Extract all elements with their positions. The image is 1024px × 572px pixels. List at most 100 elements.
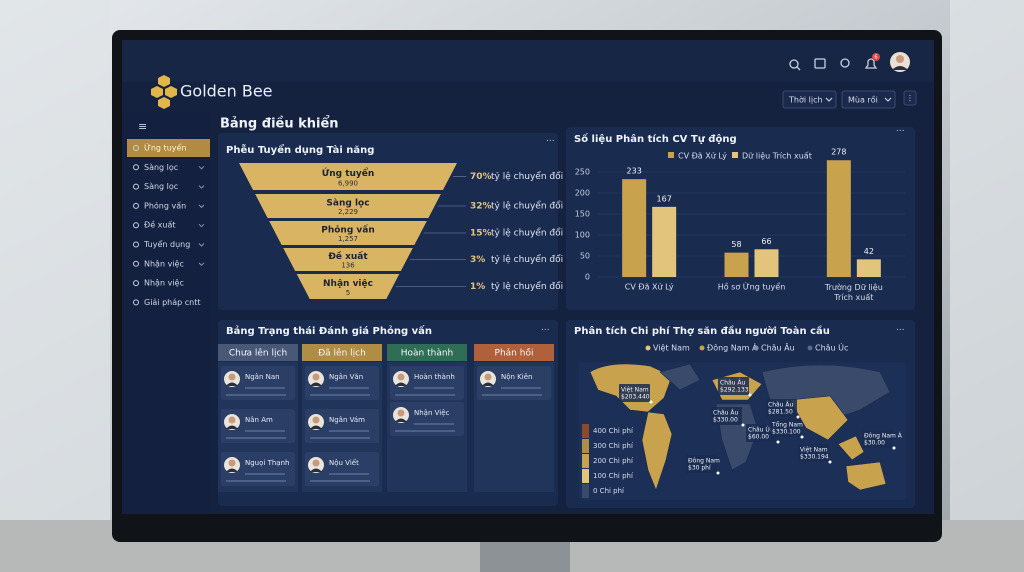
sidebar-icon	[133, 222, 139, 229]
legend-label: Đông Nam Á	[707, 342, 758, 353]
region-marker	[741, 423, 745, 427]
candidate-card[interactable]	[305, 366, 379, 400]
filter-button[interactable]	[782, 90, 837, 109]
funnel-value-label: 2,229	[338, 208, 358, 216]
sidebar-icon	[133, 183, 139, 190]
region-amount: $30 phí	[688, 465, 711, 472]
card-line	[501, 387, 541, 389]
scale-label: 0 Chi phí	[593, 487, 625, 495]
candidate-body	[226, 468, 238, 472]
sidebar-item: Nhận việc	[144, 258, 184, 269]
sidebar-caret	[198, 243, 205, 247]
sidebar-caret	[198, 262, 205, 267]
top-icons	[789, 58, 878, 71]
data-label: 42	[864, 247, 874, 256]
legend-dot	[699, 345, 705, 351]
conversion-rate: 15%	[470, 229, 492, 239]
sidebar-icon	[133, 260, 139, 267]
candidate-card[interactable]	[221, 366, 295, 400]
filter-button[interactable]	[841, 90, 896, 109]
conversion-rate: 1%	[470, 282, 485, 292]
more-button[interactable]	[903, 90, 917, 106]
region-amount: $30.00	[864, 440, 885, 447]
card-line	[329, 430, 369, 432]
dropdown-caret	[825, 97, 833, 102]
region-amount: $203.440	[621, 394, 650, 401]
region-tag	[770, 419, 801, 437]
column-title: Đã lên lịch	[318, 348, 366, 359]
x-tick-label: Hồ sơ Ứng tuyển	[718, 281, 786, 292]
candidate-name: Nộu Viết	[329, 459, 359, 467]
region-name: Tổng Nam	[771, 422, 803, 429]
card-line	[245, 430, 285, 432]
scale-label: 100 Chi phí	[593, 472, 634, 480]
funnel-stage	[239, 163, 457, 190]
candidate-card[interactable]	[221, 452, 295, 486]
candidate-body	[226, 425, 238, 429]
candidate-card[interactable]	[390, 366, 464, 400]
candidate-body	[310, 382, 322, 386]
data-label: 233	[627, 167, 642, 176]
y-tick-label: 200	[575, 189, 590, 198]
sidebar-caret	[198, 185, 205, 189]
data-label: 58	[731, 240, 741, 249]
panel-menu[interactable]: ···	[896, 326, 905, 336]
candidate-body	[395, 418, 407, 422]
legend-swatch	[668, 152, 674, 158]
candidate-name: Nộn Kiên	[501, 373, 532, 381]
candidate-name: Nân Am	[245, 416, 273, 424]
top-bar	[122, 40, 934, 82]
region-name: Châu Úc	[748, 427, 773, 434]
region-marker	[748, 393, 752, 397]
funnel-stage	[296, 274, 400, 299]
legend-label: Châu Úc	[815, 342, 848, 353]
candidate-card[interactable]	[305, 409, 379, 443]
panel-menu[interactable]: ···	[546, 137, 555, 147]
candidate-body	[226, 382, 238, 386]
legend-label: Dữ liệu Trích xuất	[742, 151, 812, 161]
candidate-face	[228, 373, 236, 381]
sidebar-active[interactable]	[127, 139, 210, 157]
y-tick-label: 250	[575, 168, 590, 177]
candidate-name: Ngân Nan	[245, 373, 280, 381]
candidate-card[interactable]	[305, 452, 379, 486]
region-marker	[716, 471, 720, 475]
sidebar-caret	[198, 204, 205, 209]
monitor-stand	[480, 538, 570, 572]
card-line	[226, 480, 286, 482]
sidebar-item: Tuyển dụng	[143, 239, 190, 250]
candidate-face	[312, 459, 320, 467]
candidate-face	[228, 459, 236, 467]
candidate-card[interactable]	[390, 402, 464, 436]
filter-button-label: Thời lịch	[788, 95, 823, 106]
conversion-rate: 70%	[470, 172, 492, 182]
region-tag	[798, 444, 829, 462]
data-label: 167	[657, 194, 672, 203]
candidate-body	[310, 425, 322, 429]
bar	[754, 249, 779, 277]
panel-menu[interactable]: ···	[896, 127, 905, 137]
menu-icon[interactable]: ≡	[138, 120, 147, 133]
region-tag	[746, 424, 777, 442]
card-line	[226, 394, 286, 396]
candidate-face	[397, 373, 405, 381]
candidate-card[interactable]	[221, 409, 295, 443]
sidebar	[122, 112, 210, 514]
window-light	[0, 0, 110, 572]
panel-menu[interactable]: ···	[541, 326, 550, 336]
panel-title: Bảng Trạng thái Đánh giá Phỏng vấn	[226, 324, 432, 337]
conversion-rate: 3%	[470, 255, 485, 265]
card-line	[395, 430, 455, 432]
sidebar-item: Sàng lọc	[144, 163, 178, 172]
sidebar-item: Nhận việc	[144, 278, 184, 289]
candidate-name: Hoàn thành	[414, 373, 455, 381]
candidate-body	[310, 468, 322, 472]
region-tag	[686, 455, 717, 473]
bar	[826, 160, 851, 277]
region-marker	[776, 440, 780, 444]
region-amount: $330.100	[772, 429, 801, 436]
candidate-name: Ngân Văn	[329, 373, 363, 381]
candidate-card[interactable]	[477, 366, 551, 400]
region-marker	[800, 435, 804, 439]
